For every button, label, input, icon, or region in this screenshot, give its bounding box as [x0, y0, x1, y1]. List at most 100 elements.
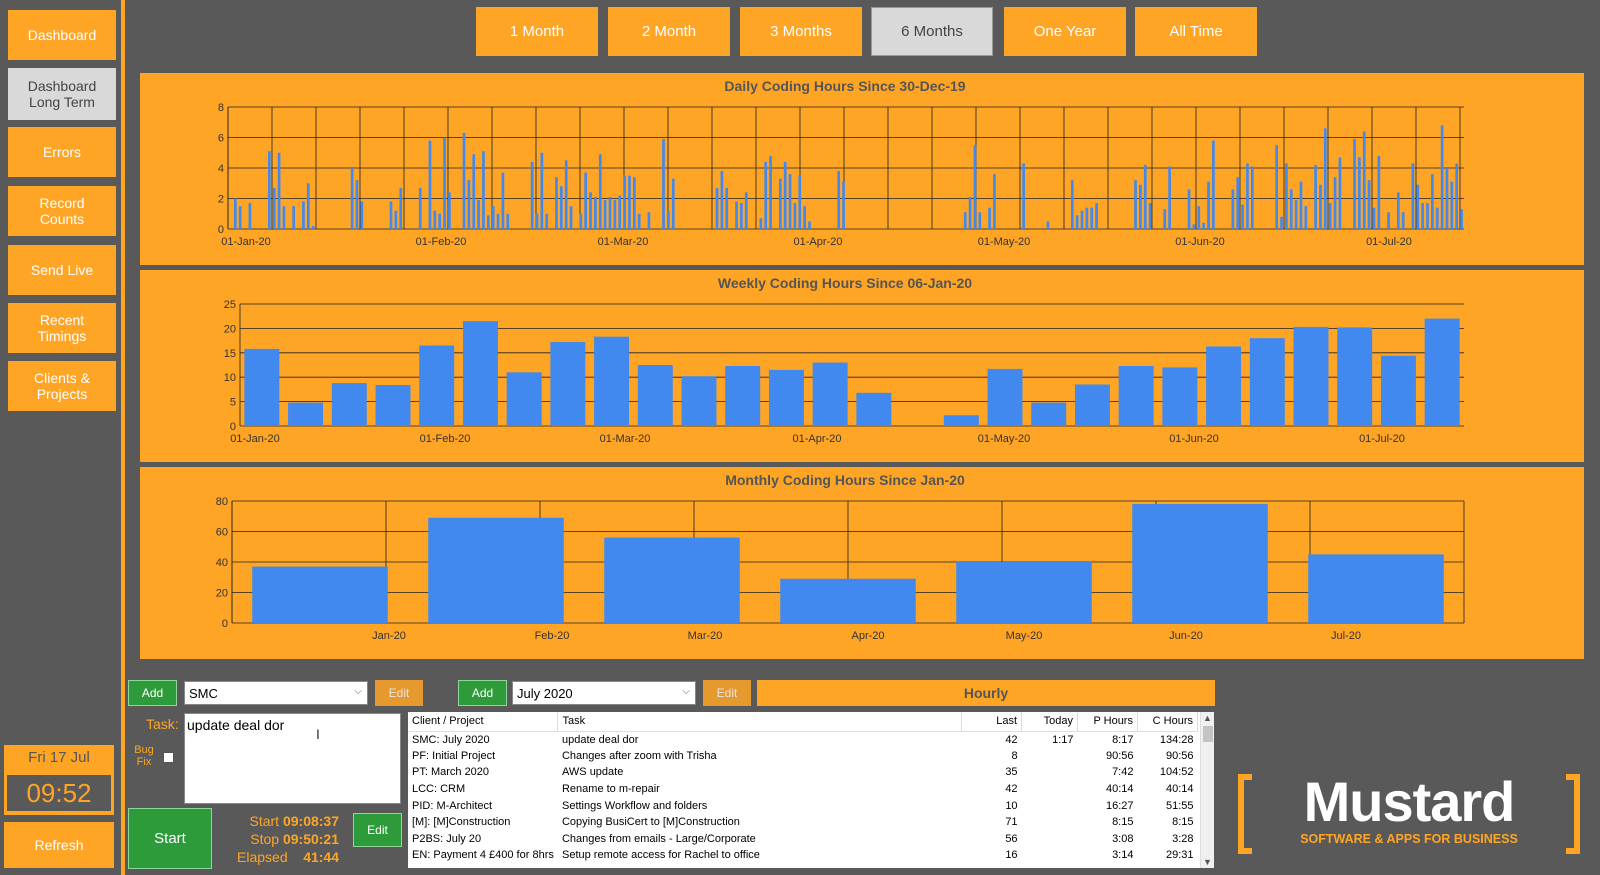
- x-tick-label: 01-Apr-20: [793, 433, 842, 445]
- bar: [1380, 355, 1416, 426]
- table-row[interactable]: EN: Payment 4 £400 for 8hrs Setup remote …: [408, 847, 1198, 864]
- bar: [443, 137, 446, 229]
- task-input[interactable]: update deal dor I: [184, 713, 401, 804]
- sidebar-item-send-live[interactable]: Send Live: [8, 245, 116, 295]
- table-row[interactable]: [M]: [M]Construction Copying BusiCert to …: [408, 814, 1198, 831]
- timing-panel: Start 09:08:37 Stop 09:50:21 Elapsed 41:…: [225, 812, 339, 866]
- column-header-c-hours[interactable]: C Hours: [1137, 712, 1199, 732]
- range-2-month-button[interactable]: 2 Month: [608, 7, 730, 56]
- scroll-down-icon[interactable]: ▼: [1203, 857, 1212, 867]
- table-row[interactable]: PT: March 2020 AWS update 35 7:42 104:52: [408, 764, 1198, 781]
- range-one-year-button[interactable]: One Year: [1004, 7, 1126, 56]
- hourly-mode-button[interactable]: Hourly: [757, 680, 1215, 706]
- x-tick-label: Jun-20: [1169, 630, 1203, 642]
- bar: [1139, 184, 1142, 229]
- y-tick-label: 2: [218, 194, 224, 206]
- refresh-button[interactable]: Refresh: [4, 822, 114, 868]
- table-row[interactable]: PID: M-Architect Settings Workflow and fo…: [408, 797, 1198, 814]
- bar: [564, 160, 568, 229]
- table-row[interactable]: SMC: July 2020 update deal dor 42 1:17 8:17 1…: [408, 731, 1198, 748]
- table-scrollbar[interactable]: ▲ ▼: [1200, 712, 1214, 868]
- table-cell: PID: M-Architect: [412, 799, 493, 812]
- y-tick-label: 60: [216, 527, 228, 539]
- column-header-task[interactable]: Task: [557, 712, 963, 732]
- bar: [248, 203, 252, 229]
- table-row[interactable]: P2BS: July 20 Changes from emails - Large…: [408, 831, 1198, 848]
- bar: [584, 172, 587, 229]
- table-cell: 56: [1005, 832, 1018, 845]
- add-client-button[interactable]: Add: [128, 680, 177, 706]
- bar: [744, 192, 748, 229]
- bar: [1187, 189, 1191, 229]
- bar: [496, 213, 500, 229]
- table-row[interactable]: PF: Initial Project Changes after zoom wi…: [408, 748, 1198, 765]
- table-cell: Changes after zoom with Trisha: [561, 749, 717, 762]
- bug-fix-checkbox[interactable]: [163, 752, 174, 763]
- current-date: Fri 17 Jul: [28, 749, 90, 766]
- bar: [462, 132, 466, 229]
- edit-timing-button[interactable]: Edit: [353, 813, 402, 847]
- table-cell: 10: [1005, 799, 1018, 812]
- sidebar-item-recent-timings[interactable]: Recent Timings: [8, 303, 116, 353]
- range-all-time-button[interactable]: All Time: [1135, 7, 1257, 56]
- column-header-today[interactable]: Today: [1021, 712, 1079, 732]
- bar: [1148, 203, 1152, 229]
- table-cell: 42: [1005, 733, 1018, 746]
- bar: [637, 213, 641, 229]
- scroll-up-icon[interactable]: ▲: [1203, 713, 1212, 723]
- client-select[interactable]: SMC ⌵: [184, 681, 368, 705]
- sidebar-item-dashboard[interactable]: Dashboard: [8, 10, 116, 60]
- bar: [311, 225, 315, 229]
- table-cell: PT: March 2020: [412, 766, 490, 779]
- bar: [277, 152, 281, 229]
- bar: [394, 210, 398, 229]
- scrollbar-thumb[interactable]: [1203, 726, 1213, 742]
- table-cell: AWS update: [561, 766, 624, 779]
- range-3-months-button[interactable]: 3 Months: [740, 7, 862, 56]
- bar: [1202, 222, 1205, 229]
- bar: [399, 187, 403, 229]
- column-header-last[interactable]: Last: [961, 712, 1023, 732]
- bar: [812, 362, 848, 426]
- bar: [1377, 155, 1381, 229]
- sidebar-item-errors[interactable]: Errors: [8, 127, 116, 177]
- column-header-p-hours[interactable]: P Hours: [1077, 712, 1138, 732]
- stop-time-label: Stop: [250, 831, 280, 847]
- edit-project-button[interactable]: Edit: [703, 680, 751, 706]
- bar: [1455, 163, 1459, 229]
- project-select[interactable]: July 2020 ⌵: [512, 681, 696, 705]
- bar: [1070, 180, 1074, 229]
- start-button[interactable]: Start: [128, 808, 212, 869]
- table-cell: 35: [1005, 766, 1018, 779]
- bar: [1046, 221, 1050, 229]
- add-project-button[interactable]: Add: [458, 680, 507, 706]
- bar: [618, 195, 622, 229]
- range-6-months-button[interactable]: 6 Months: [871, 7, 993, 56]
- table-cell: [M]: [M]Construction: [412, 816, 511, 829]
- chart-title: Monthly Coding Hours Since Jan-20: [725, 472, 965, 488]
- chevron-down-icon: ⌵: [354, 686, 362, 697]
- y-tick-label: 80: [216, 496, 228, 508]
- bar: [1212, 140, 1215, 229]
- column-header-client-project[interactable]: Client / Project: [408, 712, 559, 732]
- y-tick-label: 5: [230, 397, 236, 409]
- sidebar-item-dashboard-long-term[interactable]: Dashboard Long Term: [8, 68, 116, 120]
- bar: [1328, 203, 1332, 229]
- bar: [545, 213, 549, 229]
- sidebar-item-record-counts[interactable]: Record Counts: [8, 186, 116, 236]
- timings-table: Client / Project Task Last Today P Hours…: [408, 712, 1214, 868]
- bar: [803, 206, 806, 229]
- bar: [238, 206, 242, 229]
- range-1-month-button[interactable]: 1 Month: [476, 7, 598, 56]
- sidebar-item-clients-projects[interactable]: Clients & Projects: [8, 361, 116, 411]
- bar: [579, 213, 583, 229]
- bar: [252, 566, 388, 623]
- edit-client-button[interactable]: Edit: [375, 680, 423, 706]
- bar: [647, 212, 651, 229]
- bar: [1143, 164, 1147, 229]
- bar: [943, 415, 979, 426]
- bar: [1250, 166, 1254, 229]
- table-row[interactable]: LCC: CRM Rename to m-repair 42 40:14 40:14: [408, 781, 1198, 798]
- bar: [467, 180, 471, 229]
- bar: [1333, 177, 1337, 229]
